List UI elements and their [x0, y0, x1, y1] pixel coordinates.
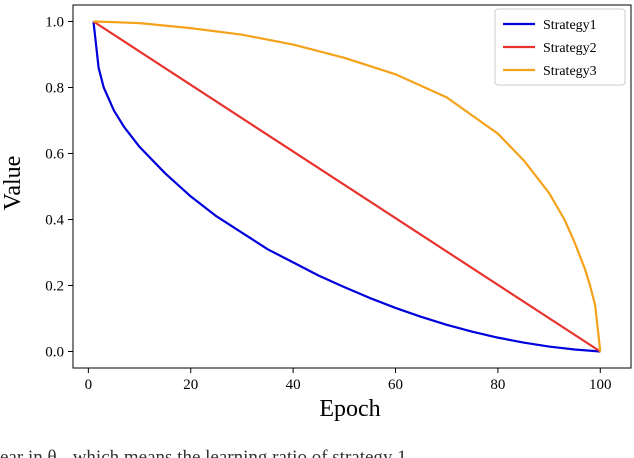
legend: Strategy1 Strategy2 Strategy3 — [494, 8, 626, 86]
x-axis: 0 20 40 60 80 100 — [85, 368, 612, 393]
caption-text: ear in θ₀, which means the learning rati… — [0, 447, 407, 458]
y-tick-label: 0.6 — [45, 147, 64, 163]
x-tick-label: 80 — [490, 377, 505, 393]
legend-box — [494, 8, 626, 86]
x-tick-label: 20 — [183, 377, 198, 393]
y-tick-label: 1.0 — [45, 15, 64, 31]
series-line-1 — [92, 21, 601, 353]
y-axis-title: Value — [0, 156, 26, 211]
legend-label-3: Strategy3 — [543, 64, 597, 79]
x-tick-label: 40 — [286, 377, 301, 393]
x-axis-title: Epoch — [319, 396, 380, 422]
series-layer — [92, 20, 602, 353]
y-axis: 0.0 0.2 0.4 0.6 0.8 1.0 — [45, 15, 73, 361]
y-tick-label: 0.8 — [45, 81, 64, 97]
legend-label-1: Strategy1 — [543, 18, 597, 33]
x-tick-label: 60 — [388, 377, 403, 393]
series-line-3 — [93, 20, 602, 352]
y-tick-label: 0.4 — [45, 213, 64, 229]
plot-frame — [72, 4, 632, 369]
y-tick-label: 0.2 — [45, 279, 64, 295]
series-line-2 — [92, 20, 601, 353]
x-tick-label: 100 — [589, 377, 612, 393]
y-tick-label: 0.0 — [45, 345, 64, 361]
chart: 0 20 40 60 80 100 0.0 0.2 0.4 0.6 0.8 1.0 Epoch Va… — [0, 4, 632, 422]
x-tick-label: 0 — [85, 377, 93, 393]
legend-label-2: Strategy2 — [543, 41, 597, 56]
